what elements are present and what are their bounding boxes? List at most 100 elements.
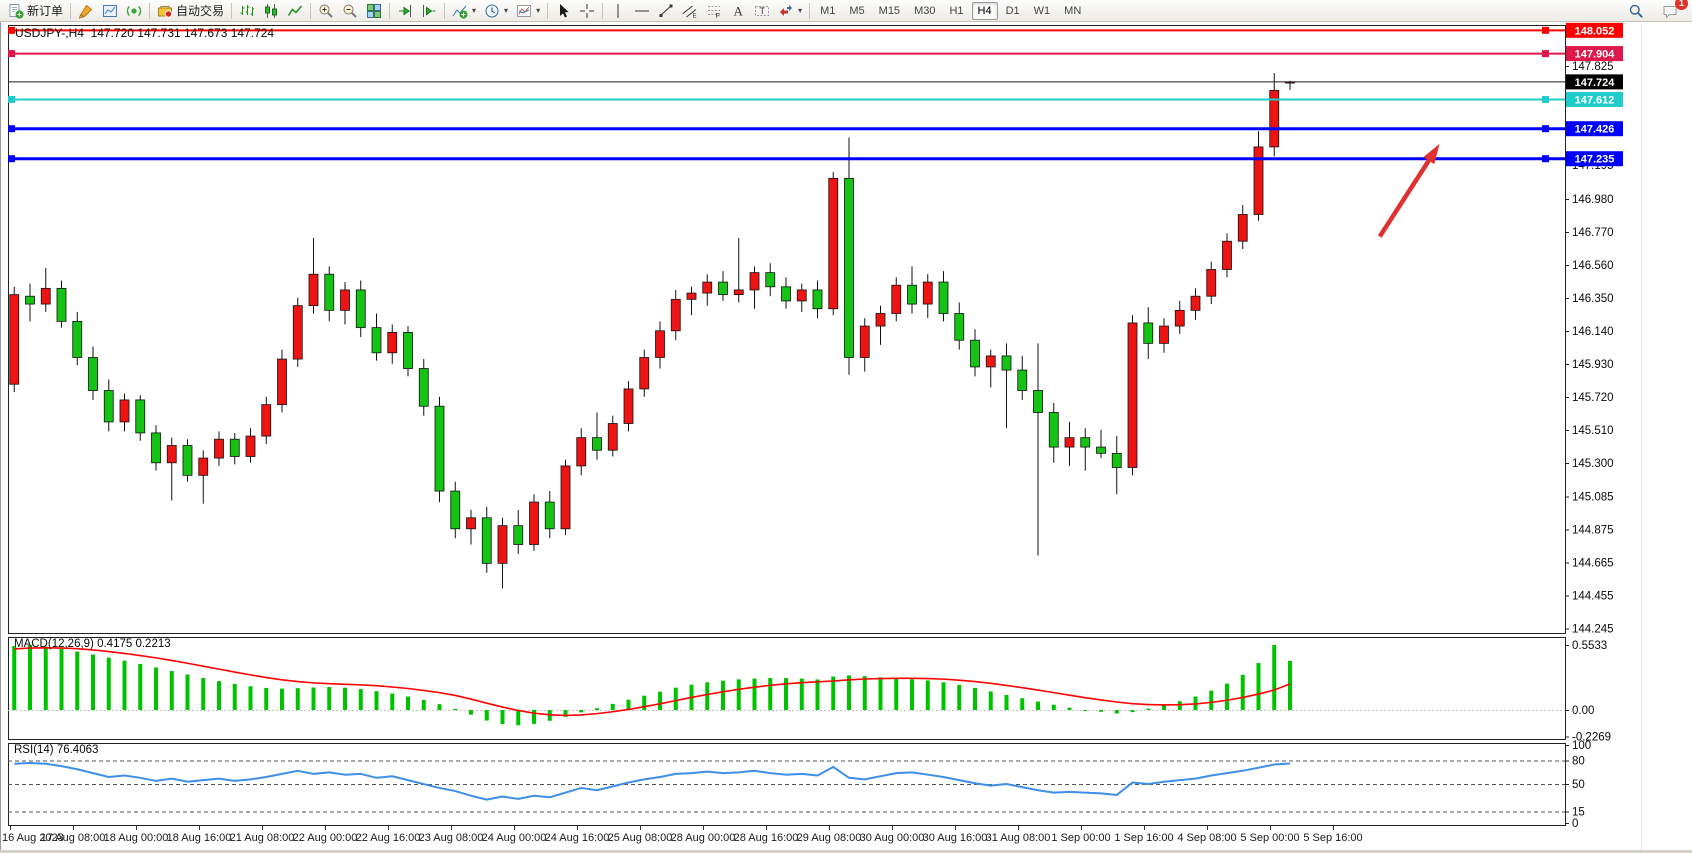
timeframe-m1[interactable]: M1 — [820, 4, 836, 17]
timeframe-d1[interactable]: D1 — [1005, 4, 1020, 17]
chevron-down-icon[interactable]: ▾ — [504, 6, 509, 15]
macd-histogram-bar — [831, 676, 836, 710]
candle-bullish — [277, 358, 287, 406]
level-handle-left[interactable] — [8, 125, 15, 133]
macd-histogram-bar — [374, 691, 379, 710]
macd-histogram-bar — [1288, 660, 1292, 710]
timeframe-m5[interactable]: M5 — [849, 4, 865, 17]
arrow-annotation-shaft[interactable] — [1377, 156, 1433, 238]
macd-histogram-bar — [579, 710, 584, 713]
level-handle-right[interactable] — [1542, 95, 1549, 103]
price-axis-label: 144.455 — [1572, 591, 1614, 603]
level-handle-right[interactable] — [1542, 155, 1549, 163]
price-axis-label: 146.770 — [1572, 227, 1614, 239]
chevron-down-icon[interactable]: ▾ — [472, 6, 477, 15]
timeframe-w1[interactable]: W1 — [1033, 4, 1051, 17]
timeframe-h4[interactable]: H4 — [971, 1, 998, 20]
vertical-line-button[interactable] — [606, 0, 630, 22]
candlestick-chart-button[interactable] — [259, 0, 283, 22]
candle-bullish — [875, 313, 886, 327]
signal-button[interactable] — [122, 0, 146, 22]
auto-scroll-button[interactable] — [393, 0, 417, 22]
macd-histogram-bar — [390, 693, 395, 710]
level-handle-left[interactable] — [8, 26, 15, 34]
chart-preview-button[interactable] — [98, 0, 122, 22]
price-level-tag-text: 147.426 — [1575, 124, 1615, 136]
level-handle-right[interactable] — [1542, 26, 1549, 34]
level-handle-right[interactable] — [1542, 125, 1549, 133]
chevron-down-icon[interactable]: ▾ — [536, 6, 541, 15]
macd-histogram-bar — [43, 646, 48, 710]
candle-bearish — [403, 331, 413, 369]
candle-bullish — [1159, 325, 1169, 344]
auto-scroll-icon — [399, 4, 412, 17]
svg-text:E: E — [693, 13, 697, 19]
new-order-button[interactable]: 新订单 — [4, 0, 67, 22]
horizontal-line-button[interactable] — [630, 0, 654, 22]
text-label-button[interactable]: T — [750, 0, 774, 22]
templates-button[interactable]: ▾ — [512, 0, 544, 22]
rsi-axis-label: 100 — [1572, 740, 1591, 752]
macd-histogram-bar — [610, 703, 615, 710]
level-handle-left[interactable] — [8, 155, 15, 163]
bar-chart-button[interactable] — [235, 0, 259, 22]
macd-histogram-bar — [201, 678, 206, 710]
timeframe-m15[interactable]: M15 — [878, 4, 901, 17]
tile-windows-button[interactable] — [362, 0, 386, 22]
zoom-in-button[interactable] — [314, 0, 338, 22]
macd-histogram-bar — [343, 687, 347, 710]
trendline-button[interactable] — [654, 0, 678, 22]
search-button[interactable] — [1624, 0, 1648, 22]
macd-histogram-bar — [736, 679, 741, 710]
cursor-button[interactable] — [551, 0, 575, 22]
timeframe-m30[interactable]: M30 — [914, 4, 936, 17]
timeframe-h1[interactable]: H1 — [949, 4, 964, 17]
level-handle-left[interactable] — [8, 50, 15, 58]
periods-button[interactable]: ▾ — [480, 0, 512, 22]
highlighter-button[interactable] — [74, 0, 98, 22]
indicators-icon — [452, 5, 468, 18]
toolbar-separator — [389, 2, 391, 19]
level-handle-left[interactable] — [8, 95, 15, 103]
candle-bullish — [40, 287, 51, 305]
candle-bullish — [1127, 322, 1138, 468]
candle-bearish — [812, 289, 823, 310]
macd-histogram-bar — [516, 710, 521, 726]
arrows-button[interactable]: ▾ — [774, 0, 806, 22]
zoom-out-button[interactable] — [338, 0, 362, 22]
macd-histogram-bar — [169, 671, 174, 710]
fibonacci-button[interactable]: F — [702, 0, 726, 22]
indicators-button[interactable]: ▾ — [448, 0, 480, 22]
candle-bearish — [1096, 446, 1106, 454]
candle-bearish — [1033, 390, 1043, 413]
crosshair-button[interactable] — [575, 0, 599, 22]
candle-bullish — [166, 445, 177, 464]
macd-histogram-bar — [799, 678, 804, 710]
equidistant-channel-button[interactable]: E — [678, 0, 702, 22]
text-button[interactable]: A — [726, 0, 750, 22]
notifications-button[interactable]: 1 — [1658, 0, 1688, 22]
macd-histogram-bar — [721, 680, 725, 710]
price-axis-label: 146.350 — [1572, 293, 1614, 305]
candle-bearish — [182, 445, 193, 476]
macd-histogram-bar — [453, 708, 458, 710]
auto-trading-button[interactable]: 自动交易 — [153, 0, 228, 22]
level-handle-right[interactable] — [1542, 50, 1549, 58]
candle-bearish — [513, 525, 524, 545]
main-price-panel[interactable] — [8, 25, 1566, 634]
price-level-tag — [1566, 22, 1623, 38]
line-chart-button[interactable] — [283, 0, 307, 22]
svg-text:F: F — [716, 13, 720, 19]
candle-bearish — [371, 327, 382, 354]
candle-bullish — [1237, 214, 1248, 242]
macd-histogram-bar — [658, 691, 662, 710]
timeframe-mn[interactable]: MN — [1064, 4, 1082, 17]
candle-bearish — [938, 281, 949, 314]
candle-bullish — [607, 423, 618, 451]
price-axis-label: 147.825 — [1572, 61, 1614, 73]
chart-shift-button[interactable] — [417, 0, 441, 22]
bar-chart-icon — [240, 4, 255, 16]
arrow-annotation-head[interactable] — [1423, 143, 1440, 165]
chevron-down-icon[interactable]: ▾ — [798, 6, 803, 15]
